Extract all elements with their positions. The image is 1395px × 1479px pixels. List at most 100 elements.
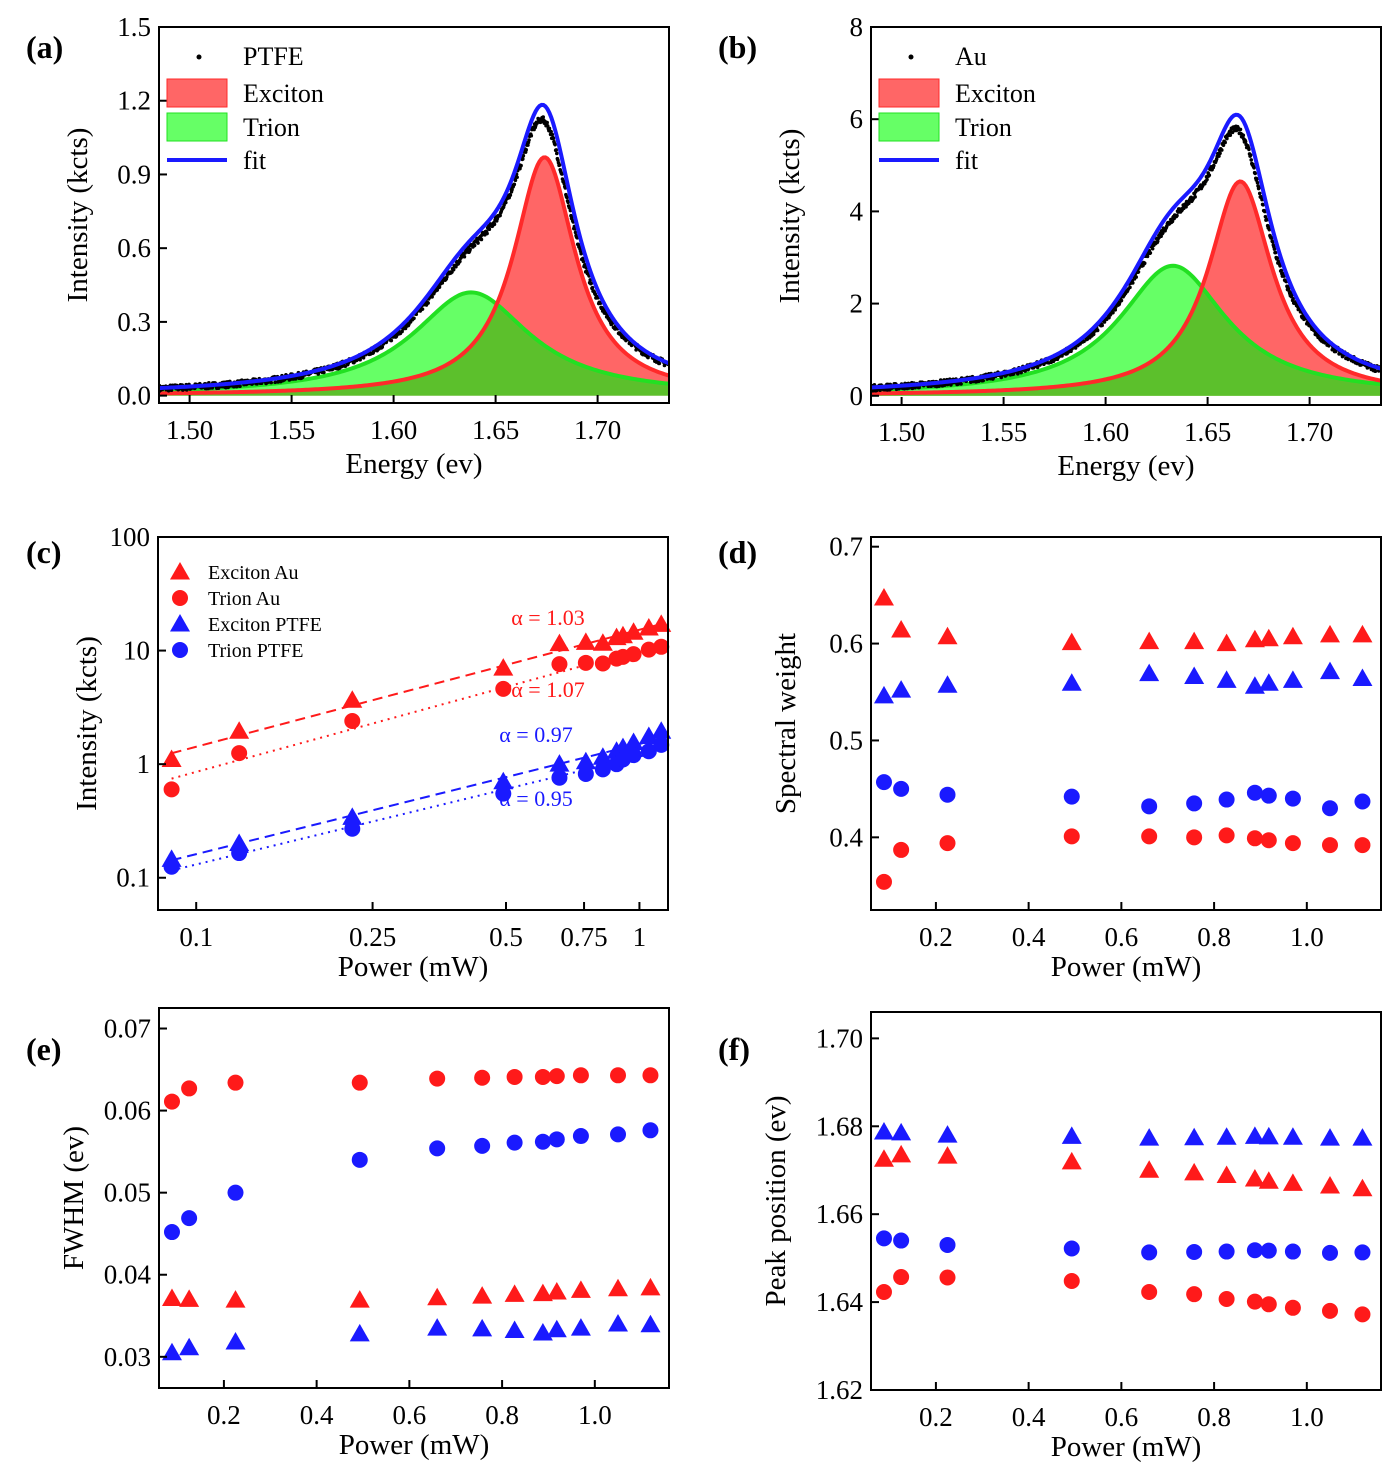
data-point [508, 193, 513, 197]
data-point [380, 345, 385, 349]
circle-point [610, 1126, 626, 1143]
circle-point [893, 1232, 910, 1249]
circle-point [181, 1210, 198, 1227]
circle-point [1218, 791, 1235, 808]
data-point [1248, 153, 1253, 157]
x-tick-label: 0.2 [919, 1402, 953, 1432]
x-tick-label: 0.6 [392, 1400, 426, 1430]
circle-point [642, 1067, 659, 1084]
data-point [1255, 180, 1260, 185]
circle-point [594, 761, 611, 778]
data-point [1212, 163, 1216, 168]
circle-point [1141, 1283, 1158, 1300]
plot-frame [157, 536, 669, 911]
data-point [468, 247, 472, 252]
triangle-point [1216, 1165, 1237, 1184]
triangle-point [1061, 673, 1082, 691]
x-tick-label: 0.1 [179, 922, 213, 952]
fit-alpha-label: α = 0.97 [499, 722, 572, 747]
data-point [1145, 254, 1150, 259]
data-point [529, 133, 534, 138]
triangle-point [873, 1149, 894, 1167]
x-tick-label: 0.75 [560, 922, 607, 952]
circle-point [1063, 1240, 1080, 1257]
triangle-point [873, 1121, 894, 1140]
triangle-point [640, 1314, 661, 1333]
plot-frame [870, 536, 1382, 911]
y-tick-label: 0.04 [104, 1260, 152, 1290]
legend-label: Exciton Au [208, 562, 299, 584]
data-point [551, 136, 556, 141]
data-point [1035, 365, 1040, 370]
x-tick-label: 0.2 [207, 1400, 241, 1430]
data-point [1136, 270, 1141, 274]
data-point [1286, 286, 1291, 291]
data-point [589, 281, 594, 285]
triangle-point [638, 726, 659, 745]
data-point [1015, 371, 1020, 376]
legend-label: Trion Au [208, 588, 280, 610]
triangle-point [532, 1323, 553, 1341]
exciton-curve [159, 155, 669, 396]
data-point [1243, 139, 1248, 144]
data-point [1279, 268, 1284, 273]
circle-point [572, 1128, 589, 1145]
triangle-point [427, 1318, 448, 1336]
y-tick-label: 0.07 [104, 1014, 151, 1044]
triangle-point [1216, 633, 1237, 652]
circle-point [642, 1122, 659, 1139]
data-point [1257, 191, 1262, 196]
circle-point [1141, 1244, 1158, 1261]
legend-label: Exciton [243, 79, 324, 108]
y-tick-label: 0.05 [104, 1178, 151, 1208]
circle-point [495, 680, 512, 697]
panel-c: α = 1.03 α = 1.07 α = 0.97 α = 0.95 0.1 0.25 0… [26, 522, 672, 983]
data-point [512, 182, 517, 187]
data-point [521, 153, 526, 158]
x-tick-label: 1.60 [1082, 417, 1129, 447]
x-tick-label: 0.4 [300, 1400, 334, 1430]
plot-area [871, 112, 1381, 396]
triangle-point [1352, 624, 1373, 643]
x-tick-label: 1.55 [980, 417, 1027, 447]
data-point [902, 387, 907, 391]
triangle-point [1184, 1127, 1205, 1146]
data-point [550, 132, 555, 137]
triangle-point [592, 633, 613, 651]
data-point [485, 231, 489, 236]
data-point [1219, 148, 1224, 152]
data-point [510, 187, 514, 192]
circle-point [1260, 1242, 1277, 1259]
legend-label: Trion [243, 113, 300, 142]
data-point [1128, 285, 1132, 290]
data-point [1273, 250, 1278, 255]
circle-point [1141, 828, 1158, 845]
x-tick-label: 0.4 [1012, 1402, 1046, 1432]
circle-point [893, 841, 910, 858]
y-axis-label: Intensity (kcts) [71, 636, 103, 811]
triangle-point [161, 749, 182, 767]
triangle-point [225, 1290, 246, 1308]
circle-point [875, 774, 892, 791]
triangle-point [161, 1288, 182, 1307]
legend-label: Trion PTFE [208, 640, 303, 662]
y-tick-label: 1 [137, 749, 151, 779]
x-axis-label: Energy (ev) [345, 448, 482, 480]
circle-point [548, 1068, 565, 1085]
triangle-point [608, 1278, 628, 1297]
data-point [1249, 158, 1254, 162]
data-point [1175, 213, 1179, 218]
circle-point [1260, 1296, 1277, 1313]
circle-point [1322, 1244, 1338, 1261]
circle-point [577, 654, 594, 671]
triangle-point [623, 732, 644, 751]
circle-point [1284, 835, 1301, 852]
triangle-point [1320, 1128, 1340, 1146]
triangle-point [873, 685, 894, 704]
circle-point [1186, 1243, 1203, 1260]
x-tick-label: 1 [633, 922, 647, 952]
legend-exciton-swatch [878, 78, 940, 108]
triangle-point [179, 1337, 200, 1356]
exciton-area [159, 157, 669, 396]
data-point [581, 259, 586, 264]
